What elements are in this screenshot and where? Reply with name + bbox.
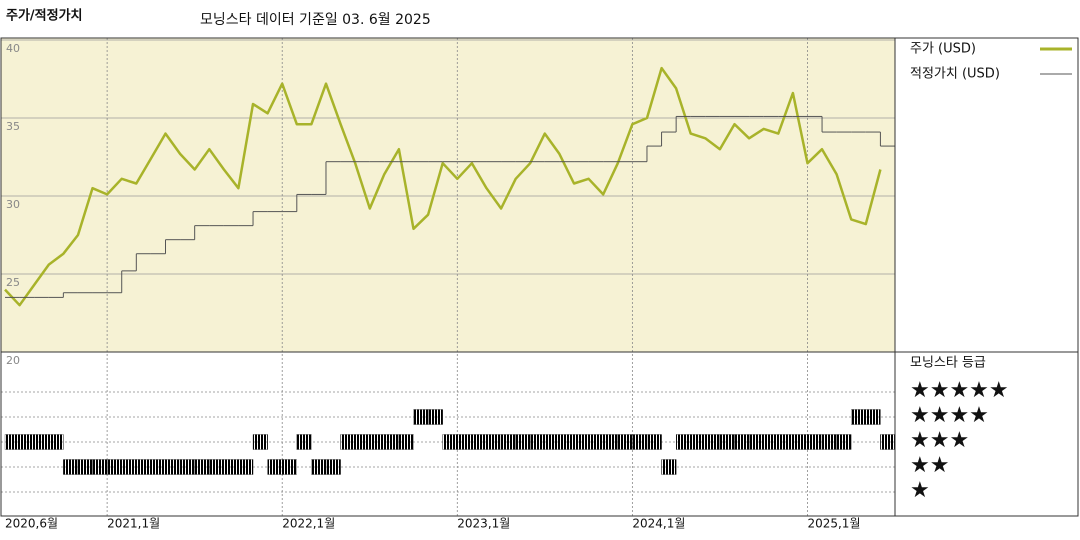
y-tick-label: 35 xyxy=(6,120,20,133)
legend-label: 주가 (USD) xyxy=(910,42,976,57)
rating-bar xyxy=(457,434,473,450)
rating-bar xyxy=(705,434,721,450)
rating-bar xyxy=(223,459,239,475)
x-tick-label: 2023,1월 xyxy=(457,517,510,531)
rating-level-label: ★★★★★ xyxy=(910,378,1009,403)
rating-bar xyxy=(734,434,750,450)
rating-bar xyxy=(675,434,691,450)
rating-bar xyxy=(646,434,662,450)
rating-bar xyxy=(121,459,137,475)
rating-bar xyxy=(150,459,166,475)
rating-bar xyxy=(661,459,677,475)
rating-bar xyxy=(617,434,633,450)
x-tick-label: 2022,1월 xyxy=(282,517,335,531)
rating-bar xyxy=(398,434,414,450)
rating-bar xyxy=(603,434,618,450)
chart-title: 주가/적정가치 xyxy=(6,8,83,24)
chart-subtitle: 모닝스타 데이터 기준일 03. 6월 2025 xyxy=(200,12,431,28)
rating-bar xyxy=(238,459,254,475)
rating-bar xyxy=(4,434,20,450)
rating-bar xyxy=(165,459,181,475)
y-tick-label: 25 xyxy=(6,276,20,289)
rating-bar xyxy=(48,434,64,450)
rating-bar xyxy=(282,459,297,475)
legend-label: 적정가치 (USD) xyxy=(910,67,1000,82)
rating-bar xyxy=(252,434,268,450)
rating-bar xyxy=(427,409,443,425)
rating-bar xyxy=(136,459,152,475)
y-tick-label: 40 xyxy=(6,42,20,55)
rating-level-label: ★★ xyxy=(910,453,949,478)
y-tick-label: 30 xyxy=(6,198,20,211)
rating-bar xyxy=(792,434,808,450)
rating-bar xyxy=(807,434,823,450)
rating-bar xyxy=(209,459,225,475)
rating-bar xyxy=(63,459,79,475)
rating-bar xyxy=(267,459,283,475)
rating-bar xyxy=(325,459,341,475)
frame xyxy=(0,37,1079,517)
x-tick-label: 2021,1월 xyxy=(107,517,160,531)
rating-bar xyxy=(106,459,122,475)
rating-bar xyxy=(369,434,385,450)
rating-bar xyxy=(296,434,312,450)
rating-bar xyxy=(194,459,210,475)
rating-bar xyxy=(442,434,458,450)
plot-background xyxy=(1,38,895,352)
rating-bar xyxy=(880,434,896,450)
rating-bar xyxy=(486,434,502,450)
price-line xyxy=(4,66,882,307)
rating-level-label: ★★★★ xyxy=(910,403,989,428)
x-tick-label: 2024,1월 xyxy=(632,517,685,531)
rating-bar xyxy=(748,434,764,450)
rating-bar xyxy=(778,434,794,450)
rating-bar xyxy=(851,409,866,425)
rating-bar xyxy=(719,434,735,450)
x-tick-label: 2025,1월 xyxy=(807,517,860,531)
rating-bar xyxy=(19,434,35,450)
rating-bar xyxy=(384,434,400,450)
rating-bar xyxy=(34,434,49,450)
rating-bar xyxy=(530,434,545,450)
rating-bar xyxy=(471,434,487,450)
rating-bar xyxy=(355,434,370,450)
rating-bar xyxy=(413,409,429,425)
rating-bar xyxy=(836,434,852,450)
rating-bar xyxy=(588,434,604,450)
rating-level-label: ★★★ xyxy=(910,428,969,453)
rating-bar xyxy=(559,434,575,450)
rating-bar xyxy=(865,409,881,425)
x-tick-label: 2020,6월 xyxy=(5,517,58,531)
rating-bar xyxy=(690,434,706,450)
rating-level-label: ★ xyxy=(910,478,930,503)
rating-bar xyxy=(763,434,779,450)
rating-bar xyxy=(179,459,195,475)
rating-bar xyxy=(311,459,327,475)
y-tick-label: 20 xyxy=(6,354,20,367)
rating-bar xyxy=(544,434,560,450)
rating-bar xyxy=(500,434,516,450)
rating-bar xyxy=(515,434,531,450)
rating-bar xyxy=(632,434,648,450)
rating-bar xyxy=(821,434,837,450)
rating-bar xyxy=(340,434,356,450)
rating-title: 모닝스타 등급 xyxy=(910,356,986,371)
rating-bar xyxy=(92,459,108,475)
rating-bar xyxy=(77,459,93,475)
rating-bar xyxy=(573,434,589,450)
